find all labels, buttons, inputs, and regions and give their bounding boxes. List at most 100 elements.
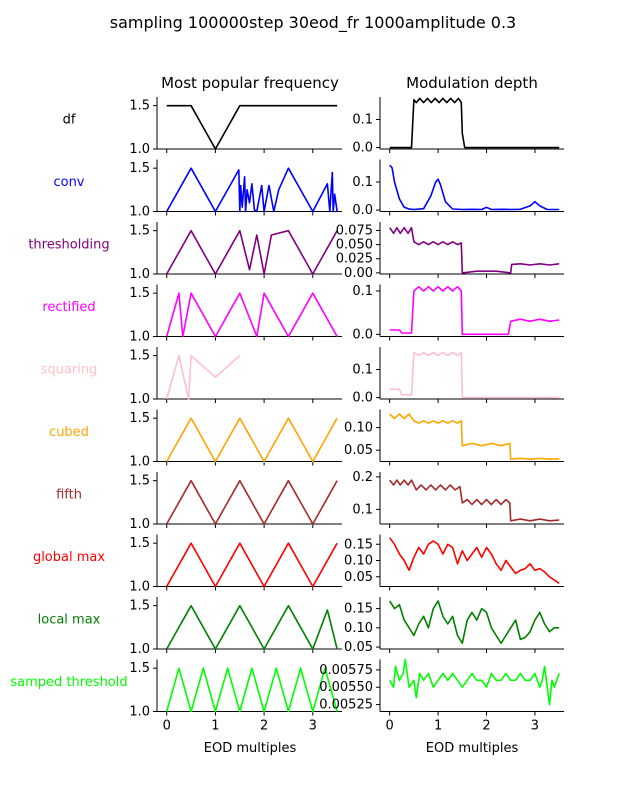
panel-0-local-max-ytick-label: 1.5 [129,599,150,614]
panel-0-global-max-ytick-label: 1.0 [129,580,150,595]
panel-0-conv-series-line [166,167,338,213]
panel-0-samped-threshold-xtick-label: 2 [260,719,268,734]
panel-0-global-max-group: 1.0 1.5 [129,534,342,595]
row-label-samped-threshold: samped threshold [10,675,127,690]
panel-1-global-max-ytick-label: 0.05 [344,570,373,585]
panel-1-global-max-group: 0.050.10 0.15 [344,534,564,591]
column-title-modulation: Modulation depth [406,74,538,92]
panel-1-global-max-series-line [389,537,560,584]
panel-1-cubed-ytick-label: 0.05 [344,443,373,458]
panel-1-thresholding-ytick-label: 0.075 [336,223,373,238]
panel-0-fifth-series-line [166,479,338,525]
panel-1-samped-threshold-xtick-label: 0 [386,719,394,734]
panel-1-local-max-ytick-label: 0.10 [344,621,373,636]
panel-0-fifth-group: 1.0 1.5 [129,472,342,532]
panel-0-thresholding-ytick-label: 1.0 [129,267,150,282]
panel-0-df-ytick-label: 1.0 [129,142,150,157]
panel-0-cubed-ytick-label: 1.0 [129,455,150,470]
panel-0-conv-ytick-label: 1.0 [129,205,150,220]
panel-1-cubed-ytick-label: 0.10 [344,421,373,436]
row-label-conv: conv [53,175,84,190]
panel-0-fifth-ytick-label: 1.5 [129,474,150,489]
panel-1-df-ytick-label: 0.1 [352,112,373,127]
row-label-global-max: global max [33,550,105,565]
panel-0-samped-threshold-group: 1.0 1.5 0 1 2 3 [129,659,342,734]
panel-0-conv-group: 1.0 1.5 [129,159,342,220]
panel-1-samped-threshold-ytick-label: 0.00575 [319,663,373,678]
panel-0-rectified-ytick-label: 1.0 [129,330,150,345]
panel-0-cubed-ytick-label: 1.5 [129,411,150,426]
row-label-df: df [63,113,76,128]
panel-1-local-max-ytick-label: 0.15 [344,602,373,617]
panel-0-thresholding-ytick-label: 1.5 [129,224,150,239]
panel-1-thresholding-ytick-label: 0.050 [336,238,373,253]
panel-0-local-max-series-line [166,604,338,650]
row-label-local-max: local max [38,613,101,628]
panel-0-samped-threshold-xtick-label: 3 [309,719,317,734]
panel-1-global-max-ytick-label: 0.15 [344,537,373,552]
panel-0-squaring-group: 1.0 1.5 [129,347,342,407]
panel-1-local-max-ytick-label: 0.05 [344,640,373,655]
panel-1-samped-threshold-ytick-label: 0.00550 [319,680,373,695]
panel-1-samped-threshold-group: 0.00525 0.00550 0.00575 0 1 2 3 [319,658,564,734]
panel-1-cubed-group: 0.05 0.10 [344,409,564,466]
panel-0-squaring-ytick-label: 1.5 [129,349,150,364]
x-axis-label-modulation: EOD multiples [426,741,519,756]
panel-1-squaring-ytick-label: 0.0 [352,391,373,406]
panel-0-squaring-ytick-label: 1.0 [129,392,150,407]
panel-1-df-ytick-label: 0.0 [352,141,373,156]
panel-1-samped-threshold-xtick-label: 1 [434,719,442,734]
panel-0-samped-threshold-ytick-label: 1.0 [129,705,150,720]
panel-0-rectified-ytick-label: 1.5 [129,286,150,301]
panel-0-local-max-ytick-label: 1.0 [129,642,150,657]
panel-0-thresholding-series-line [166,229,338,275]
panel-0-cubed-series-line [166,417,338,463]
panel-1-fifth-ytick-label: 0.1 [352,502,373,517]
panel-1-samped-threshold-series-line [389,658,560,706]
panel-0-samped-threshold-xtick-label: 0 [163,719,171,734]
panel-1-squaring-series-line [389,351,560,399]
panel-0-fifth-ytick-label: 1.0 [129,517,150,532]
panel-1-df-group: 0.0 0.1 [352,97,564,156]
row-label-thresholding: thresholding [28,238,109,253]
panel-1-thresholding-ytick-label: 0.025 [336,252,373,267]
panel-1-rectified-group: 0.0 0.1 [352,284,564,342]
panel-0-squaring-series-line [165,354,241,400]
panel-1-samped-threshold-ytick-label: 0.00525 [319,698,373,713]
panel-1-local-max-group: 0.05 0.10 0.15 [344,597,564,655]
panel-1-fifth-series-line [389,479,560,522]
panel-1-local-max-series-line [389,600,560,645]
column-title-frequency: Most popular frequency [161,74,339,92]
panel-1-thresholding-ytick-label: 0.00 [344,266,373,281]
panel-0-global-max-series-line [166,542,338,588]
panel-1-global-max-ytick-label: 0.10 [344,554,373,569]
panel-1-fifth-group: 0.1 0.2 [352,470,564,528]
panel-0-df-series-line [166,104,338,150]
panel-0-thresholding-group: 1.0 1.5 [129,222,342,282]
panel-1-rectified-series-line [389,285,560,336]
panel-0-rectified-series-line [165,292,338,338]
panel-0-df-group: 1.0 1.5 [129,97,342,157]
panel-1-squaring-group: 0.0 0.1 [352,347,564,406]
panel-0-rectified-group: 1.0 1.5 [129,284,342,345]
panel-1-conv-ytick-label: 0.1 [352,175,373,190]
panel-0-df-ytick-label: 1.5 [129,99,150,114]
panel-1-df-series-line [389,97,560,149]
row-label-squaring: squaring [41,363,98,378]
row-label-cubed: cubed [49,425,89,440]
panel-0-global-max-ytick-label: 1.5 [129,536,150,551]
panel-0-samped-threshold-xtick-label: 1 [211,719,219,734]
panel-1-rectified-ytick-label: 0.1 [352,284,373,299]
panel-1-samped-threshold-xtick-label: 3 [531,719,539,734]
panel-0-samped-threshold-ytick-label: 1.5 [129,661,150,676]
row-label-fifth: fifth [56,488,82,503]
x-axis-label-frequency: EOD multiples [204,741,297,756]
panel-1-conv-series-line [389,164,560,211]
row-label-rectified: rectified [42,300,95,315]
panel-0-conv-ytick-label: 1.5 [129,161,150,176]
panel-1-rectified-ytick-label: 0.0 [352,327,373,342]
panel-1-fifth-ytick-label: 0.2 [352,470,373,485]
panel-0-cubed-group: 1.0 1.5 [129,409,342,470]
